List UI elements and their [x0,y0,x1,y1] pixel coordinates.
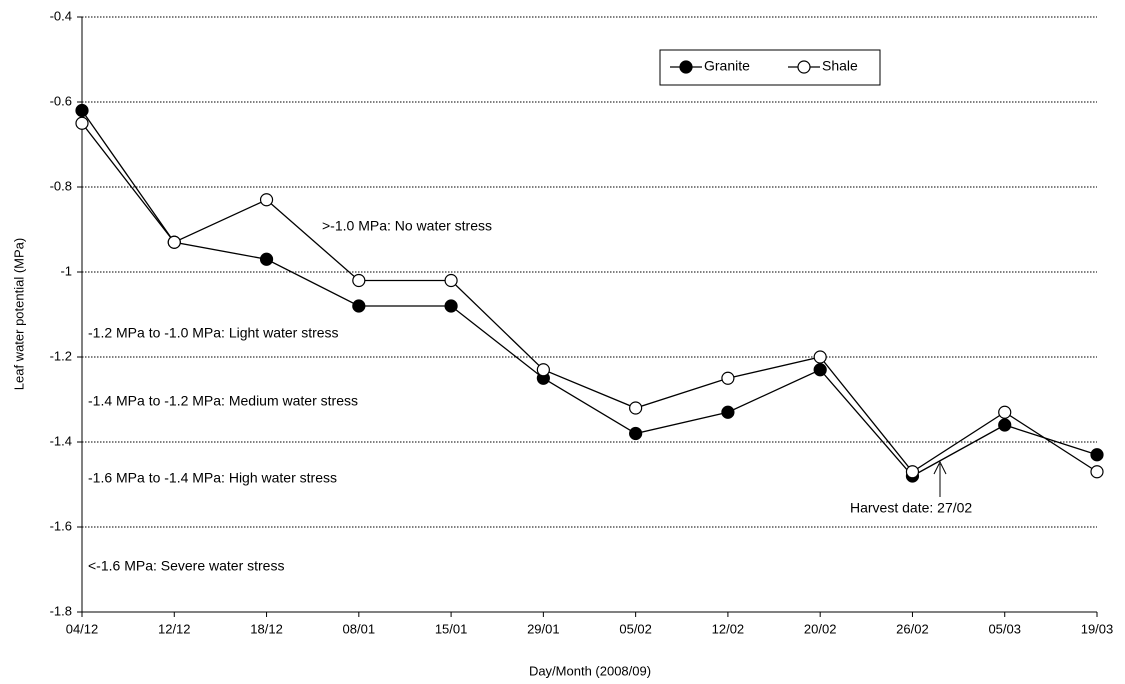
data-point [1090,448,1104,462]
data-point [998,405,1012,419]
annotation: -1.4 MPa to -1.2 MPa: Medium water stres… [88,393,358,409]
data-point [536,363,550,377]
harvest-arrowhead [933,460,947,475]
series-line [81,122,1098,473]
x-axis-title: Day/Month (2008/09) [529,663,651,678]
data-point [813,350,827,364]
x-tick-label: 20/02 [804,621,837,636]
annotation: -1.2 MPa to -1.0 MPa: Light water stress [88,325,339,341]
x-tick-label: 05/03 [988,621,1021,636]
y-tick-label: -0.6 [50,93,72,108]
x-tick-label: 05/02 [619,621,652,636]
data-point [167,235,181,249]
legend-marker [797,60,811,74]
y-axis-title: Leaf water potential (MPa) [11,238,26,390]
y-tick-label: -0.4 [50,8,72,23]
y-tick-label: -1.4 [50,433,72,448]
x-tick-label: 12/12 [158,621,191,636]
data-point [721,371,735,385]
data-point [1090,465,1104,479]
annotation: Harvest date: 27/02 [850,500,972,516]
x-tick-label: 18/12 [250,621,283,636]
legend-marker [679,60,693,74]
legend-label: Granite [704,58,750,74]
x-tick-label: 08/01 [343,621,376,636]
y-tick-label: -1.2 [50,348,72,363]
x-tick-label: 15/01 [435,621,468,636]
annotation: <-1.6 MPa: Severe water stress [88,558,284,574]
data-point [352,299,366,313]
y-tick-label: -1 [60,263,72,278]
x-tick-label: 19/03 [1081,621,1114,636]
x-tick-label: 12/02 [712,621,745,636]
data-point [721,405,735,419]
x-tick-label: 29/01 [527,621,560,636]
legend-label: Shale [822,58,858,74]
y-tick-label: -0.8 [50,178,72,193]
data-point [905,465,920,479]
y-tick-label: -1.8 [50,603,72,618]
data-point [629,426,643,441]
data-point [444,299,458,313]
data-point [75,103,89,118]
data-point [259,252,274,266]
data-point [259,193,274,207]
series-line [81,110,1098,477]
annotation: >-1.0 MPa: No water stress [322,218,492,234]
data-point [998,418,1012,432]
data-point [352,273,366,288]
data-point [444,273,458,288]
data-point [629,401,643,415]
data-point [813,363,827,377]
x-tick-label: 04/12 [66,621,99,636]
y-tick-label: -1.6 [50,518,72,533]
annotation: -1.6 MPa to -1.4 MPa: High water stress [88,470,337,486]
data-point [75,116,89,130]
x-tick-label: 26/02 [896,621,929,636]
